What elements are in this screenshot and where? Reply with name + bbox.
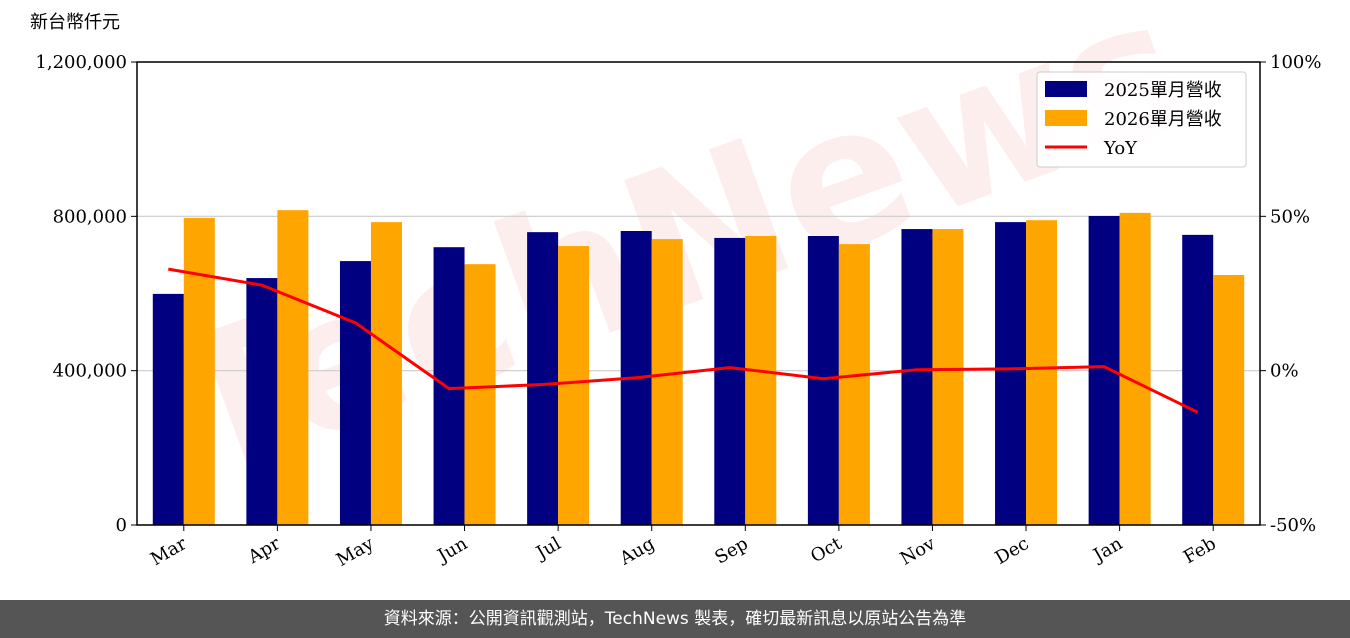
- x-tick-label: Mar: [147, 533, 191, 570]
- plot-frame: [136, 61, 1261, 526]
- bar: [527, 232, 559, 525]
- legend-box: [1036, 71, 1247, 168]
- x-tick-label: May: [333, 533, 378, 571]
- bar: [932, 229, 964, 525]
- x-tick-label: Sep: [711, 533, 751, 568]
- x-tick-label: Aug: [616, 533, 659, 570]
- bar: [152, 293, 184, 525]
- bar: [464, 264, 496, 525]
- bar: [651, 239, 683, 525]
- legend-label: YoY: [1103, 138, 1138, 159]
- x-tick-label: Dec: [992, 533, 1033, 569]
- legend-swatch: [1045, 110, 1087, 126]
- y-tick-label: 800,000: [53, 206, 127, 227]
- line: [168, 267, 1199, 414]
- y-tick-label: 400,000: [53, 361, 127, 382]
- bar: [277, 210, 309, 525]
- x-tick-label: Jun: [432, 533, 471, 568]
- bar: [1213, 274, 1245, 525]
- legend-label: 2026單月營收: [1104, 109, 1222, 130]
- bar: [995, 222, 1027, 525]
- bar: [901, 229, 933, 525]
- legend: 2025單月營收 2026單月營收 YoY: [1036, 71, 1247, 168]
- x-tick-label: Feb: [1180, 533, 1220, 568]
- legend-label: 2025單月營收: [1104, 80, 1222, 101]
- chart: 新台幣仟元 TechNews 0400,000800,0001,200,000-…: [30, 0, 1321, 571]
- y-tick-label: 1,200,000: [35, 52, 127, 73]
- bar: [1026, 220, 1058, 526]
- bar: [807, 236, 839, 525]
- footer: 資料來源：公開資訊觀測站，TechNews 製表，確切最新訊息以原站公告為準: [0, 600, 1350, 638]
- bar: [433, 247, 465, 525]
- bar: [745, 236, 777, 525]
- bar: [370, 222, 402, 525]
- x-tick-label: Oct: [807, 533, 846, 568]
- bar: [339, 261, 371, 525]
- bar: [558, 246, 590, 526]
- x-tick-label: Apr: [244, 533, 284, 568]
- x-tick-label: Jul: [531, 533, 565, 565]
- y2-tick-label: -50%: [1270, 515, 1316, 536]
- bar: [1182, 234, 1214, 525]
- y-tick-label: 0: [116, 515, 127, 536]
- y2-tick-label: 50%: [1270, 206, 1310, 227]
- bar: [714, 237, 746, 525]
- legend-swatch: [1045, 81, 1087, 97]
- y2-tick-label: 0%: [1270, 361, 1299, 382]
- x-tick-label: Jan: [1088, 533, 1126, 567]
- y2-tick-label: 100%: [1270, 52, 1321, 73]
- bar: [183, 217, 215, 526]
- y-axis-label: 新台幣仟元: [30, 12, 120, 33]
- bar: [838, 244, 870, 525]
- bar: [1119, 212, 1151, 525]
- bar: [246, 278, 278, 525]
- x-tick-label: Nov: [897, 533, 940, 570]
